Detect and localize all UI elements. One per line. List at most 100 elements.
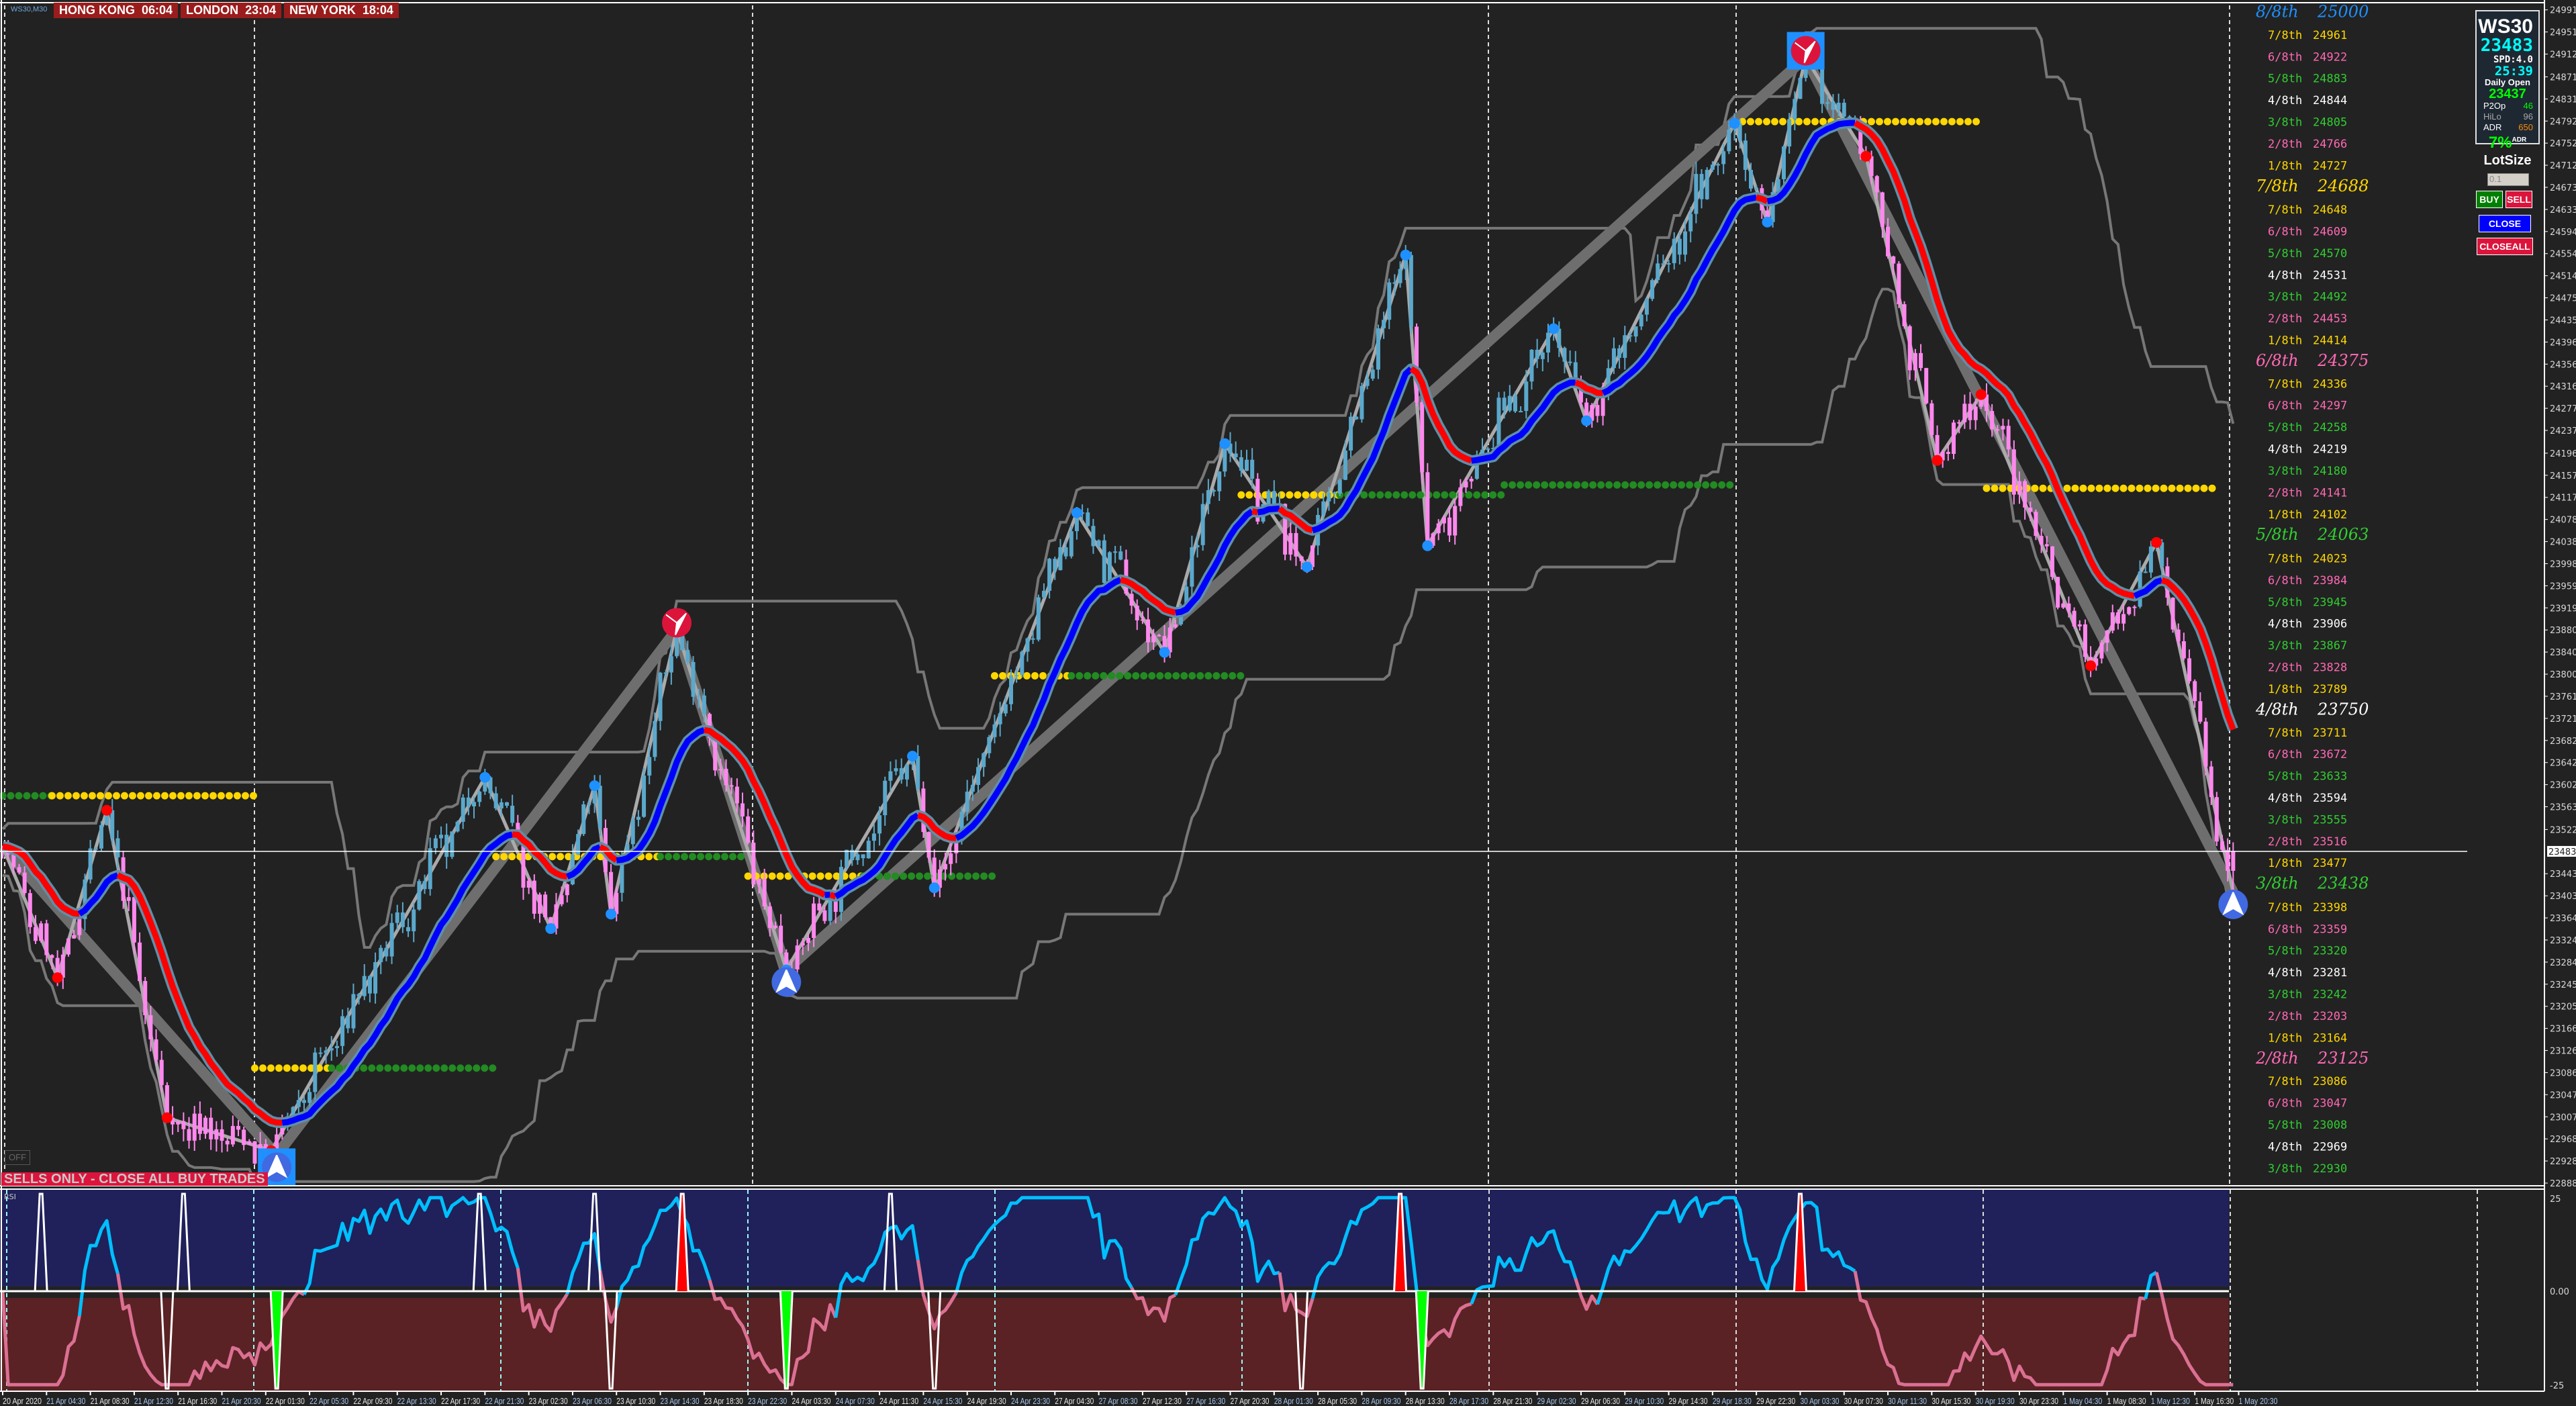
candle bbox=[22, 866, 27, 896]
candle-body bbox=[389, 923, 394, 957]
candle-body bbox=[1995, 429, 2000, 431]
candle bbox=[296, 1090, 301, 1117]
ma-falling-segment bbox=[1120, 577, 1177, 616]
murrey-level-label: 3/8th bbox=[2268, 813, 2302, 827]
candle bbox=[2121, 604, 2126, 631]
candle-body bbox=[1223, 443, 1227, 472]
candle-body bbox=[164, 1085, 169, 1118]
candle-body bbox=[1447, 517, 1452, 536]
candle-body bbox=[329, 1048, 334, 1051]
ma-rising-segment bbox=[1311, 367, 1413, 534]
candle-body bbox=[1086, 512, 1090, 526]
candle-body bbox=[1480, 449, 1485, 455]
candle-body bbox=[1146, 619, 1151, 643]
candle-body bbox=[2176, 629, 2181, 642]
murrey-level-label: 2/8th bbox=[2268, 138, 2302, 151]
trade-mode-banner: SELLS ONLY - CLOSE ALL BUY TRADES bbox=[1, 1172, 268, 1186]
candle-body bbox=[658, 672, 663, 721]
close-button[interactable]: CLOSE bbox=[2479, 215, 2531, 232]
candle-body bbox=[746, 816, 751, 843]
candle bbox=[346, 1007, 350, 1033]
candle-body bbox=[33, 927, 38, 941]
candle bbox=[334, 1040, 339, 1057]
candle-body bbox=[812, 903, 816, 939]
price-tick-label: 24514.90 bbox=[2550, 272, 2576, 282]
candle-body bbox=[115, 838, 120, 857]
price-tick-label: 24673.30 bbox=[2550, 183, 2576, 193]
candle bbox=[1946, 442, 1950, 461]
ma-falling-segment bbox=[1251, 508, 1259, 516]
time-tick-label: 23 Apr 14:30 bbox=[661, 1396, 700, 1406]
candle bbox=[691, 656, 696, 705]
candle bbox=[916, 745, 920, 792]
candle-body bbox=[55, 957, 60, 978]
candle bbox=[1250, 448, 1255, 489]
pivot-dot bbox=[1931, 455, 1943, 466]
rsi-indicator bbox=[0, 1192, 2234, 1390]
candle-body bbox=[88, 848, 93, 880]
rsi-line-above bbox=[77, 1219, 120, 1317]
pivot-dot bbox=[907, 751, 918, 762]
candle-body bbox=[171, 1117, 175, 1125]
time-tick-label: 22 Apr 21:30 bbox=[485, 1396, 524, 1406]
candle bbox=[1716, 162, 1721, 175]
off-toggle-button[interactable]: OFF bbox=[5, 1150, 30, 1165]
price-tick-label: 24117.70 bbox=[2550, 494, 2576, 504]
indicator-axis-label: 25 bbox=[2550, 1194, 2561, 1205]
candle-body bbox=[318, 1052, 323, 1054]
closeall-button[interactable]: CLOSEALL bbox=[2477, 238, 2533, 255]
candle-body bbox=[1568, 361, 1572, 363]
candle-body bbox=[2011, 449, 2016, 495]
pivot-dot bbox=[2151, 536, 2162, 548]
candle bbox=[384, 941, 389, 962]
candle bbox=[307, 1087, 312, 1109]
price-axis[interactable]: 24991.30 24951.70 24912.10 24871.30 24831.70… bbox=[2544, 6, 2576, 1391]
candle-body bbox=[1677, 238, 1682, 255]
candle-body bbox=[1935, 434, 1940, 461]
candle-body bbox=[1074, 512, 1079, 532]
candle bbox=[340, 1009, 345, 1054]
candle-body bbox=[1387, 282, 1392, 320]
candle-body bbox=[1666, 263, 1671, 265]
murrey-level-label: 6/8th bbox=[2268, 225, 2302, 238]
candle-body bbox=[1217, 471, 1222, 491]
candle bbox=[17, 863, 21, 875]
murrey-level-label: 7/8th bbox=[2268, 203, 2302, 217]
buy-button[interactable]: BUY bbox=[2476, 191, 2503, 208]
candle bbox=[1623, 326, 1627, 370]
murrey-level-value: 23320 bbox=[2313, 945, 2347, 958]
ma-rising-segment bbox=[834, 812, 920, 900]
candle-body bbox=[230, 1125, 235, 1145]
time-tick-label: 21 Apr 16:30 bbox=[178, 1396, 217, 1406]
candle-body bbox=[1250, 459, 1255, 479]
candle-body bbox=[1781, 146, 1786, 179]
candle bbox=[39, 921, 44, 943]
time-axis[interactable]: 20 Apr 2020 21 Apr 04:30 21 Apr 08:30 21 Ap… bbox=[2, 1391, 2278, 1406]
candle bbox=[1217, 471, 1222, 501]
price-tick-label: 24316.90 bbox=[2550, 382, 2576, 392]
candle-body bbox=[351, 994, 356, 1029]
candle bbox=[1694, 161, 1699, 224]
candle bbox=[1458, 479, 1463, 512]
candle bbox=[532, 874, 536, 919]
murrey-level-value: 24102 bbox=[2313, 508, 2347, 522]
candle bbox=[1392, 274, 1397, 295]
sell-button[interactable]: SELL bbox=[2506, 191, 2532, 208]
lot-size-input[interactable]: 0.1 bbox=[2487, 173, 2529, 186]
price-tick-label: 23602.90 bbox=[2550, 781, 2576, 791]
candle bbox=[746, 808, 751, 845]
time-tick-label: 29 Apr 14:30 bbox=[1669, 1396, 1708, 1406]
candle bbox=[1031, 630, 1035, 644]
time-tick-label: 29 Apr 02:30 bbox=[1537, 1396, 1576, 1406]
time-tick-label: 1 May 08:30 bbox=[2107, 1396, 2146, 1406]
murrey-level-label: 2/8th bbox=[2268, 1010, 2302, 1023]
candle-body bbox=[1162, 636, 1167, 653]
candle bbox=[669, 645, 673, 685]
candle-body bbox=[592, 786, 597, 804]
price-tick-label: 23403.70 bbox=[2550, 892, 2576, 902]
candle bbox=[1157, 634, 1161, 637]
murrey-level-value: 23242 bbox=[2313, 988, 2347, 1002]
candle bbox=[1672, 232, 1676, 270]
candle-body bbox=[379, 947, 383, 962]
